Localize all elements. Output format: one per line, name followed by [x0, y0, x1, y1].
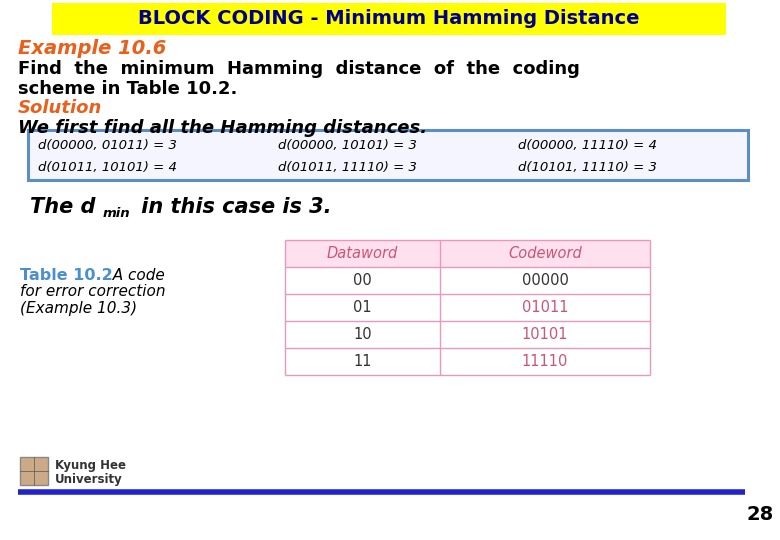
Text: 10101: 10101	[522, 327, 569, 342]
Text: d(00000, 11110) = 4: d(00000, 11110) = 4	[518, 138, 657, 152]
Bar	[28, 130, 748, 180]
Text: A code: A code	[103, 267, 165, 282]
Bar	[285, 240, 650, 267]
Text: d(00000, 10101) = 3: d(00000, 10101) = 3	[278, 138, 417, 152]
Text: d(10101, 11110) = 3: d(10101, 11110) = 3	[518, 160, 657, 173]
Text: d(00000, 01011) = 3: d(00000, 01011) = 3	[38, 138, 177, 152]
Text: 11: 11	[353, 354, 372, 369]
Text: 00: 00	[353, 273, 372, 288]
Text: Dataword: Dataword	[327, 246, 398, 261]
Text: BLOCK CODING - Minimum Hamming Distance: BLOCK CODING - Minimum Hamming Distance	[138, 10, 640, 29]
Bar	[20, 457, 48, 485]
Text: 10: 10	[353, 327, 372, 342]
Text: Find  the  minimum  Hamming  distance  of  the  coding: Find the minimum Hamming distance of the…	[18, 60, 580, 78]
Text: min: min	[103, 207, 130, 220]
Text: d(01011, 11110) = 3: d(01011, 11110) = 3	[278, 160, 417, 173]
Bar	[285, 240, 650, 375]
Text: University: University	[55, 472, 122, 485]
Text: 11110: 11110	[522, 354, 568, 369]
Text: scheme in Table 10.2.: scheme in Table 10.2.	[18, 80, 237, 98]
Text: The d: The d	[30, 197, 95, 217]
Text: 01: 01	[353, 300, 372, 315]
Text: d(01011, 10101) = 4: d(01011, 10101) = 4	[38, 160, 177, 173]
Text: 28: 28	[746, 505, 774, 524]
Text: Kyung Hee: Kyung Hee	[55, 460, 126, 472]
Bar	[52, 3, 726, 35]
Text: 00000: 00000	[522, 273, 569, 288]
Text: Codeword: Codeword	[508, 246, 582, 261]
Text: Table 10.2: Table 10.2	[20, 267, 113, 282]
Text: Example 10.6: Example 10.6	[18, 38, 166, 57]
Text: Solution: Solution	[18, 99, 102, 117]
Text: (Example 10.3): (Example 10.3)	[20, 301, 137, 316]
Text: in this case is 3.: in this case is 3.	[134, 197, 332, 217]
Text: for error correction: for error correction	[20, 285, 165, 300]
Text: 01011: 01011	[522, 300, 569, 315]
Text: We first find all the Hamming distances.: We first find all the Hamming distances.	[18, 119, 427, 137]
